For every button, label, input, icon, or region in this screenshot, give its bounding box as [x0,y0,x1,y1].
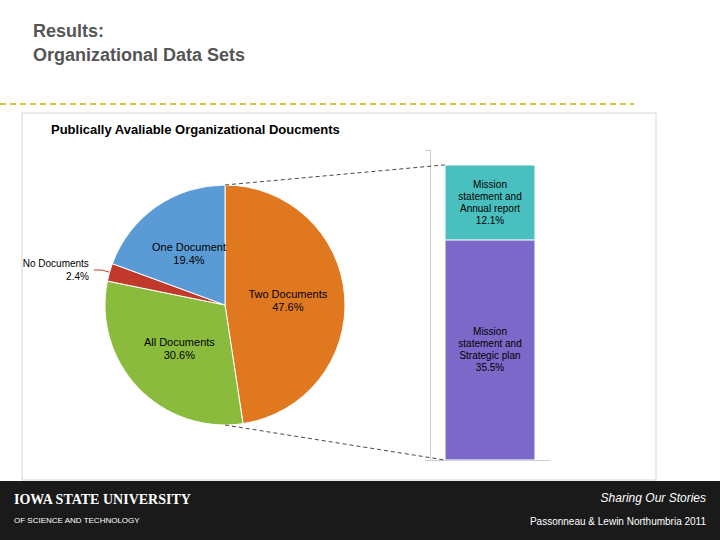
svg-text:35.5%: 35.5% [476,362,504,373]
svg-text:Strategic plan: Strategic plan [459,350,520,361]
svg-text:19.4%: 19.4% [173,254,204,266]
svg-text:Passonneau & Lewin Northumbria: Passonneau & Lewin Northumbria 2011 [530,516,706,527]
svg-text:All Documents: All Documents [144,336,215,348]
svg-text:Two Documents: Two Documents [248,288,327,300]
svg-text:statement and: statement and [458,191,521,202]
svg-text:Results:: Results: [33,21,104,41]
svg-text:Sharing Our Stories: Sharing Our Stories [601,491,706,505]
svg-text:IOWA STATE UNIVERSITY: IOWA STATE UNIVERSITY [14,492,191,507]
svg-text:Publically Avaliable Organizat: Publically Avaliable Organizational Douc… [51,122,340,137]
svg-text:12.1%: 12.1% [476,215,504,226]
svg-text:Mission: Mission [473,179,507,190]
svg-text:30.6%: 30.6% [164,349,195,361]
svg-text:No Documents: No Documents [23,258,89,269]
svg-text:Mission: Mission [473,326,507,337]
svg-text:statement and: statement and [458,338,521,349]
svg-text:47.6%: 47.6% [272,301,303,313]
svg-text:OF SCIENCE AND TECHNOLOGY: OF SCIENCE AND TECHNOLOGY [14,516,140,525]
svg-text:Organizational Data Sets: Organizational Data Sets [33,45,245,65]
svg-text:One Document: One Document [152,241,226,253]
svg-text:Annual report: Annual report [460,203,520,214]
svg-text:2.4%: 2.4% [66,271,89,282]
